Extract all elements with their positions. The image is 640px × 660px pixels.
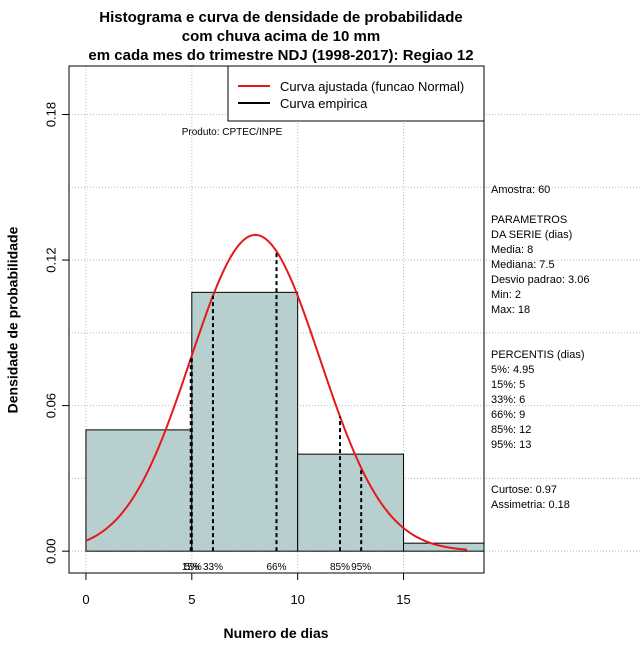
- side-panel: Amostra: 60 PARAMETROS DA SERIE (dias) Me…: [491, 184, 589, 511]
- side-panel-line-7: Min: 2: [491, 289, 521, 301]
- histogram-bars: [85, 291, 485, 552]
- y-axis-title: Densidade de probabilidade: [5, 226, 21, 413]
- side-panel-line-13: 15%: 5: [491, 379, 525, 391]
- legend-label-empirical: Curva empirica: [280, 96, 368, 111]
- legend-box: [227, 65, 485, 122]
- chart-title-line-2: com chuva acima de 10 mm: [182, 28, 380, 45]
- side-panel-line-15: 66%: 9: [491, 409, 525, 421]
- side-panel-line-3: DA SERIE (dias): [491, 229, 572, 241]
- y-tick-label-2: 0.12: [43, 247, 58, 272]
- side-panel-line-2: PARAMETROS: [491, 214, 567, 226]
- curves: [85, 233, 468, 551]
- side-panel-line-6: Desvio padrao: 3.06: [491, 274, 589, 286]
- histogram-bar-1: [191, 291, 299, 552]
- histogram-bar-2: [297, 453, 405, 552]
- y-tick-label-0: 0.00: [43, 539, 58, 564]
- x-tick-label-3: 15: [396, 592, 410, 607]
- chart-title-line-3: em cada mes do trimestre NDJ (1998-2017)…: [88, 47, 473, 64]
- side-panel-line-17: 95%: 13: [491, 439, 531, 451]
- percentile-lines: 15%5% 33% 66% 85% 95%: [182, 251, 371, 573]
- percentile-label-1: 5%: [185, 562, 200, 573]
- axes: 0 5 10 15 0.00 0.06 0.12 0.18 Numero de dias Dens…: [5, 65, 485, 641]
- percentile-label-2: 33%: [203, 562, 223, 573]
- x-axis-title: Numero de dias: [223, 625, 328, 641]
- legend: Curva ajustada (funcao Normal) Curva empi…: [227, 65, 485, 122]
- side-panel-line-14: 33%: 6: [491, 394, 525, 406]
- x-tick-label-1: 5: [188, 592, 195, 607]
- y-tick-label-3: 0.18: [43, 102, 58, 127]
- percentile-label-0: 15%: [182, 562, 202, 573]
- percentile-label-4: 85%: [330, 562, 350, 573]
- percentile-label-3: 66%: [266, 562, 286, 573]
- chart-title-line-1: Histograma e curva de densidade de proba…: [99, 9, 462, 26]
- side-panel-line-5: Mediana: 7.5: [491, 259, 555, 271]
- side-panel-line-12: 5%: 4.95: [491, 364, 534, 376]
- percentile-label-5: 95%: [351, 562, 371, 573]
- product-annotation: Produto: CPTEC/INPE: [182, 127, 283, 138]
- side-panel-line-8: Max: 18: [491, 304, 530, 316]
- x-tick-label-2: 10: [290, 592, 304, 607]
- side-panel-line-0: Amostra: 60: [491, 184, 550, 196]
- x-tick-label-0: 0: [82, 592, 89, 607]
- side-panel-line-16: 85%: 12: [491, 424, 531, 436]
- chart-title: Histograma e curva de densidade de proba…: [88, 9, 473, 64]
- y-tick-label-1: 0.06: [43, 393, 58, 418]
- side-panel-line-20: Curtose: 0.97: [491, 484, 557, 496]
- side-panel-line-21: Assimetria: 0.18: [491, 499, 570, 511]
- legend-label-fitted: Curva ajustada (funcao Normal): [280, 79, 464, 94]
- fitted-normal-curve: [85, 233, 468, 551]
- side-panel-line-4: Media: 8: [491, 244, 533, 256]
- side-panel-line-11: PERCENTIS (dias): [491, 349, 585, 361]
